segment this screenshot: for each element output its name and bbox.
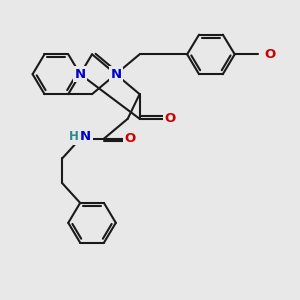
Text: N: N	[75, 68, 86, 81]
Text: O: O	[164, 112, 175, 125]
Text: N: N	[110, 68, 122, 81]
Text: N: N	[80, 130, 91, 143]
Text: O: O	[125, 132, 136, 145]
Text: H: H	[69, 130, 79, 143]
Text: O: O	[265, 48, 276, 61]
